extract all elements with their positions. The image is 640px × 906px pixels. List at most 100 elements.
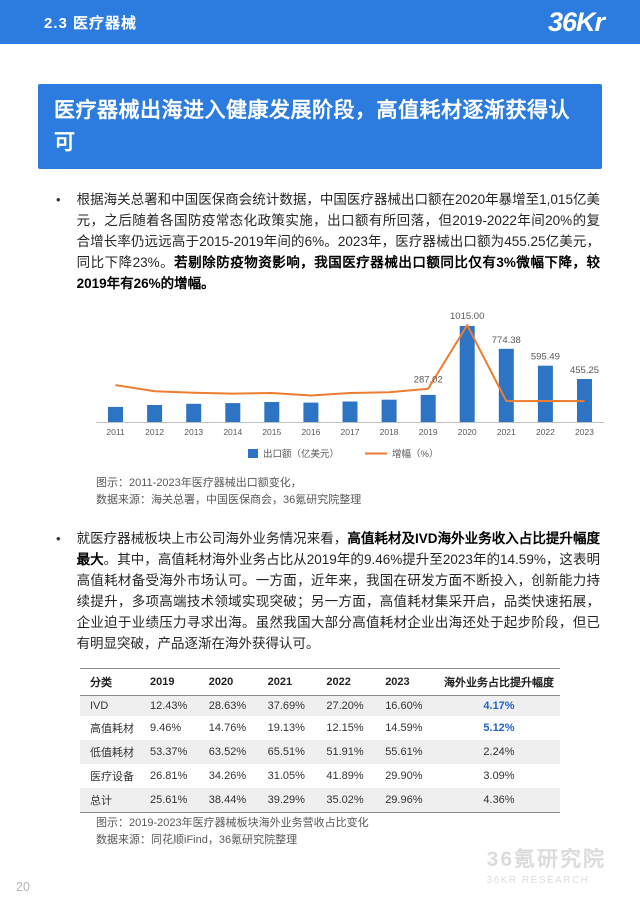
- table-cell: 4.17%: [438, 696, 560, 717]
- x-tick-label: 2017: [341, 427, 360, 437]
- table-cell: 5.12%: [438, 716, 560, 740]
- table-cell: 12.43%: [144, 696, 203, 717]
- table-cell: 低值耗材: [80, 740, 144, 764]
- table-header-6: 海外业务占比提升幅度: [438, 669, 560, 696]
- table-header-1: 2019: [144, 669, 203, 696]
- table-cell: 34.26%: [203, 764, 262, 788]
- overseas-revenue-table: 分类20192020202120222023海外业务占比提升幅度 IVD12.4…: [80, 668, 560, 813]
- bar-2017: [343, 402, 358, 423]
- bullet-marker: •: [56, 528, 61, 654]
- x-tick-label: 2022: [536, 427, 555, 437]
- export-chart-svg: 2011201220132014201520162017201820192020…: [90, 302, 610, 468]
- section-number-title: 2.3 医疗器械: [44, 12, 137, 33]
- bar-2022: [538, 366, 553, 422]
- table-header-5: 2023: [379, 669, 438, 696]
- table-cell: 29.90%: [379, 764, 438, 788]
- table-header-row: 分类20192020202120222023海外业务占比提升幅度: [80, 669, 560, 696]
- data-label-2021: 774.38: [492, 335, 521, 346]
- x-tick-label: 2019: [419, 427, 438, 437]
- table-cell: 63.52%: [203, 740, 262, 764]
- table-cell: 31.05%: [262, 764, 321, 788]
- x-tick-label: 2016: [301, 427, 320, 437]
- table-header-2: 2020: [203, 669, 262, 696]
- table-cell: 51.91%: [320, 740, 379, 764]
- table-row: 低值耗材53.37%63.52%65.51%51.91%55.61%2.24%: [80, 740, 560, 764]
- paragraph-2-text: 就医疗器械板块上市公司海外业务情况来看，高值耗材及IVD海外业务收入占比提升幅度…: [77, 528, 600, 654]
- bar-2018: [382, 400, 397, 422]
- table-row: 医疗设备26.81%34.26%31.05%41.89%29.90%3.09%: [80, 764, 560, 788]
- table-cell: 医疗设备: [80, 764, 144, 788]
- bar-2019: [421, 395, 436, 422]
- page-header: 2.3 医疗器械 36Kr: [0, 0, 640, 44]
- table-cell: 4.36%: [438, 788, 560, 813]
- table-header-3: 2021: [262, 669, 321, 696]
- watermark-en: 36KR RESEARCH: [487, 875, 606, 886]
- x-tick-label: 2012: [145, 427, 164, 437]
- table-cell: 41.89%: [320, 764, 379, 788]
- bar-2016: [303, 403, 318, 422]
- legend-bar-label: 出口额（亿美元）: [263, 448, 339, 460]
- table-cell: 53.37%: [144, 740, 203, 764]
- table-cell: 29.96%: [379, 788, 438, 813]
- x-tick-label: 2021: [497, 427, 516, 437]
- bar-2015: [264, 402, 279, 422]
- bar-2013: [186, 404, 201, 422]
- table-row: IVD12.43%28.63%37.69%27.20%16.60%4.17%: [80, 696, 560, 717]
- table-cell: 14.76%: [203, 716, 262, 740]
- bar-2021: [499, 349, 514, 422]
- bar-2011: [108, 407, 123, 422]
- table-caption-line1: 图示：2019-2023年医疗器械板块海外业务营收占比变化: [96, 815, 560, 832]
- x-tick-label: 2020: [458, 427, 477, 437]
- paragraph-2: • 就医疗器械板块上市公司海外业务情况来看，高值耗材及IVD海外业务收入占比提升…: [40, 528, 600, 654]
- table-header-4: 2022: [320, 669, 379, 696]
- table-cell: 35.02%: [320, 788, 379, 813]
- table-cell: 16.60%: [379, 696, 438, 717]
- table-cell: 26.81%: [144, 764, 203, 788]
- table-cell: 65.51%: [262, 740, 321, 764]
- table-cell: 25.61%: [144, 788, 203, 813]
- chart-caption: 图示：2011-2023年医疗器械出口额变化， 数据来源：海关总署，中国医保商会…: [96, 475, 560, 508]
- page-number: 20: [16, 880, 30, 894]
- table-cell: 38.44%: [203, 788, 262, 813]
- table-cell: IVD: [80, 696, 144, 717]
- data-label-2023: 455.25: [570, 365, 599, 376]
- legend-bar-swatch: [248, 449, 258, 458]
- body-content: • 根据海关总署和中国医保商会统计数据，中国医疗器械出口额在2020年暴增至1,…: [40, 189, 600, 848]
- table-cell: 39.29%: [262, 788, 321, 813]
- x-tick-label: 2018: [380, 427, 399, 437]
- table-cell: 高值耗材: [80, 716, 144, 740]
- table-header-0: 分类: [80, 669, 144, 696]
- watermark: 36氪研究院 36KR RESEARCH: [487, 843, 606, 886]
- paragraph-1: • 根据海关总署和中国医保商会统计数据，中国医疗器械出口额在2020年暴增至1,…: [40, 189, 600, 294]
- data-label-2020: 1015.00: [450, 311, 484, 322]
- section-heading: 医疗器械出海进入健康发展阶段，高值耗材逐渐获得认可: [38, 84, 602, 169]
- data-label-2022: 595.49: [531, 352, 560, 363]
- x-tick-label: 2015: [262, 427, 281, 437]
- paragraph-2-normal: 就医疗器械板块上市公司海外业务情况来看，: [77, 531, 348, 546]
- paragraph-2-tail: 。其中，高值耗材海外业务占比从2019年的9.46%提升至2023年的14.59…: [77, 552, 600, 651]
- table-cell: 3.09%: [438, 764, 560, 788]
- chart-caption-line1: 图示：2011-2023年医疗器械出口额变化，: [96, 475, 560, 492]
- x-tick-label: 2011: [106, 427, 125, 437]
- table-cell: 28.63%: [203, 696, 262, 717]
- x-tick-label: 2023: [575, 427, 594, 437]
- table-cell: 2.24%: [438, 740, 560, 764]
- table-row: 高值耗材9.46%14.76%19.13%12.15%14.59%5.12%: [80, 716, 560, 740]
- data-label-2019: 287.02: [414, 375, 443, 386]
- table-cell: 9.46%: [144, 716, 203, 740]
- bar-2020: [460, 326, 475, 422]
- paragraph-1-text: 根据海关总署和中国医保商会统计数据，中国医疗器械出口额在2020年暴增至1,01…: [77, 189, 600, 294]
- x-tick-label: 2014: [223, 427, 242, 437]
- table-cell: 55.61%: [379, 740, 438, 764]
- table-cell: 27.20%: [320, 696, 379, 717]
- table-cell: 总计: [80, 788, 144, 813]
- bar-2014: [225, 403, 240, 422]
- table-cell: 37.69%: [262, 696, 321, 717]
- table-cell: 14.59%: [379, 716, 438, 740]
- chart-caption-line2: 数据来源：海关总署，中国医保商会，36氪研究院整理: [96, 492, 560, 509]
- table-cell: 12.15%: [320, 716, 379, 740]
- 36kr-logo: 36Kr: [548, 7, 604, 38]
- bullet-marker: •: [56, 189, 61, 294]
- table-cell: 19.13%: [262, 716, 321, 740]
- export-chart: 2011201220132014201520162017201820192020…: [90, 302, 570, 473]
